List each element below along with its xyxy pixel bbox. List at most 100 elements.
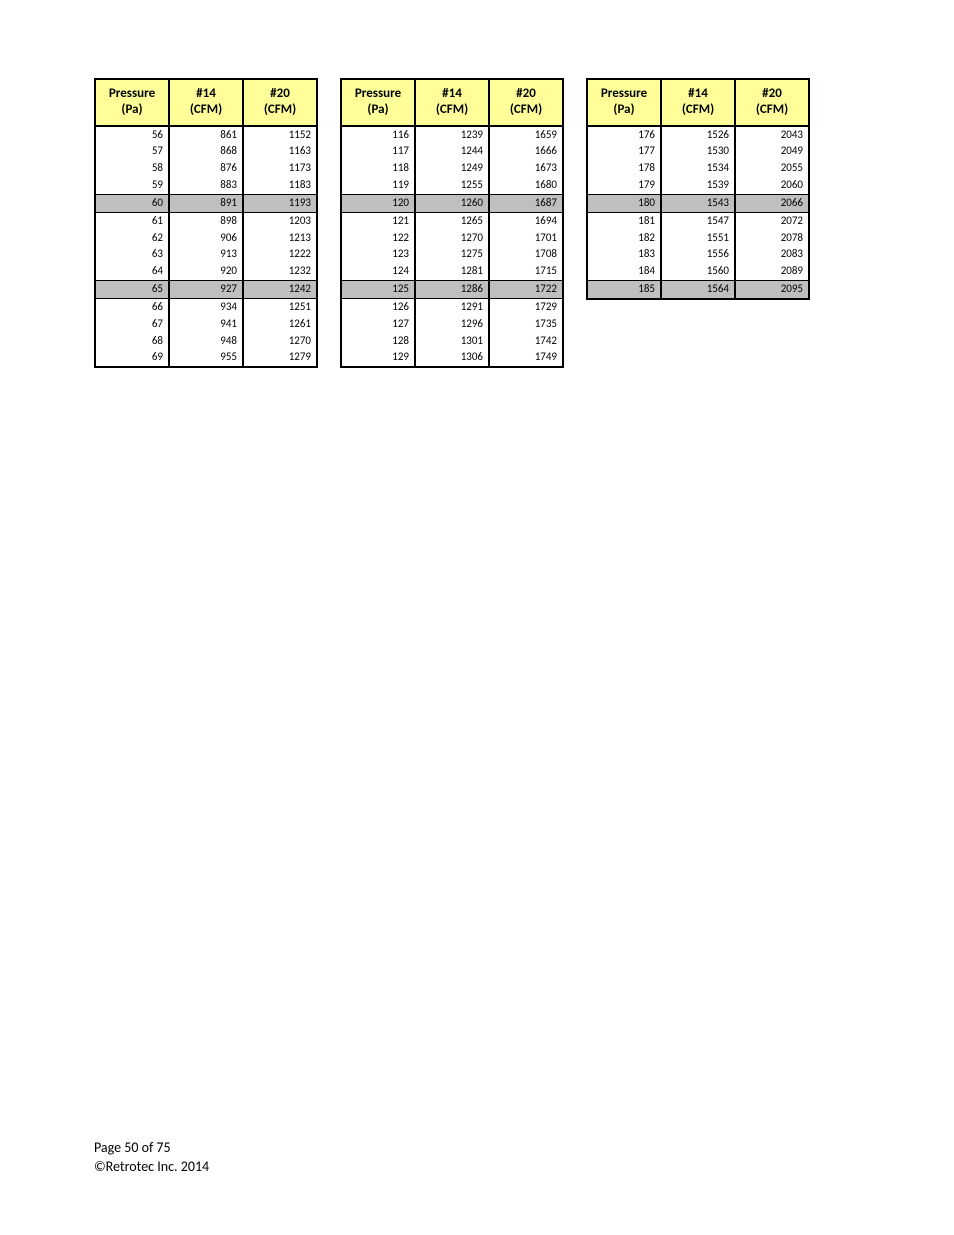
table-row: 588761173: [95, 160, 317, 177]
table-row: 18515642095: [587, 281, 809, 299]
table-cell: 67: [95, 316, 169, 333]
table-cell: 181: [587, 212, 661, 229]
table-cell: 1715: [489, 263, 563, 280]
table-cell: 126: [341, 298, 415, 315]
table-cell: 1270: [243, 333, 317, 350]
column-header: Pressure(Pa): [587, 79, 661, 126]
column-header: #20(CFM): [243, 79, 317, 126]
table-row: 618981203: [95, 212, 317, 229]
table-cell: 117: [341, 143, 415, 160]
tables-container: Pressure(Pa)#14(CFM)#20(CFM)568611152578…: [0, 0, 954, 368]
table-row: 17915392060: [587, 177, 809, 194]
table-cell: 1742: [489, 333, 563, 350]
table-cell: 934: [169, 298, 243, 315]
table-row: 18115472072: [587, 212, 809, 229]
table-cell: 2072: [735, 212, 809, 229]
table-cell: 1296: [415, 316, 489, 333]
table-cell: 125: [341, 281, 415, 299]
table-row: 578681163: [95, 143, 317, 160]
table-row: 12112651694: [341, 212, 563, 229]
column-header-line: (CFM): [682, 102, 714, 117]
table-cell: 123: [341, 246, 415, 263]
table-cell: 176: [587, 126, 661, 144]
column-header: #14(CFM): [415, 79, 489, 126]
table-cell: 1203: [243, 212, 317, 229]
table-cell: 177: [587, 143, 661, 160]
data-table-2: Pressure(Pa)#14(CFM)#20(CFM)176152620431…: [586, 78, 810, 300]
page-number: Page 50 of 75: [94, 1139, 209, 1158]
table-row: 639131222: [95, 246, 317, 263]
table-cell: 1729: [489, 298, 563, 315]
table-cell: 941: [169, 316, 243, 333]
column-header-line: (CFM): [264, 102, 296, 117]
table-cell: 1163: [243, 143, 317, 160]
column-header: Pressure(Pa): [341, 79, 415, 126]
table-cell: 920: [169, 263, 243, 280]
table-cell: 876: [169, 160, 243, 177]
table-cell: 1265: [415, 212, 489, 229]
table-cell: 2078: [735, 230, 809, 247]
table-row: 659271242: [95, 281, 317, 299]
column-header-line: #14: [442, 86, 462, 101]
table-cell: 63: [95, 246, 169, 263]
table-cell: 1666: [489, 143, 563, 160]
table-cell: 2043: [735, 126, 809, 144]
table-row: 669341251: [95, 298, 317, 315]
table-cell: 906: [169, 230, 243, 247]
table-cell: 121: [341, 212, 415, 229]
table-cell: 69: [95, 349, 169, 367]
table-cell: 898: [169, 212, 243, 229]
column-header: Pressure(Pa): [95, 79, 169, 126]
column-header: #14(CFM): [661, 79, 735, 126]
data-table-1: Pressure(Pa)#14(CFM)#20(CFM)116123916591…: [340, 78, 564, 368]
table-cell: 948: [169, 333, 243, 350]
table-row: 598831183: [95, 177, 317, 194]
table-row: 12212701701: [341, 230, 563, 247]
column-header-line: (Pa): [613, 102, 634, 117]
table-cell: 1232: [243, 263, 317, 280]
table-cell: 1242: [243, 281, 317, 299]
table-cell: 1547: [661, 212, 735, 229]
table-cell: 1173: [243, 160, 317, 177]
table-cell: 2095: [735, 281, 809, 299]
table-row: 17615262043: [587, 126, 809, 144]
table-cell: 122: [341, 230, 415, 247]
table-cell: 1543: [661, 194, 735, 212]
table-cell: 1749: [489, 349, 563, 367]
table-cell: 179: [587, 177, 661, 194]
table-cell: 116: [341, 126, 415, 144]
table-cell: 1152: [243, 126, 317, 144]
table-cell: 66: [95, 298, 169, 315]
table-cell: 868: [169, 143, 243, 160]
table-row: 17715302049: [587, 143, 809, 160]
table-row: 11612391659: [341, 126, 563, 144]
table-row: 11812491673: [341, 160, 563, 177]
table-row: 649201232: [95, 263, 317, 280]
table-cell: 913: [169, 246, 243, 263]
table-cell: 2055: [735, 160, 809, 177]
table-cell: 1275: [415, 246, 489, 263]
table-row: 699551279: [95, 349, 317, 367]
table-cell: 1530: [661, 143, 735, 160]
column-header-line: #20: [762, 86, 782, 101]
table-cell: 1564: [661, 281, 735, 299]
table-cell: 119: [341, 177, 415, 194]
table-row: 12612911729: [341, 298, 563, 315]
table-cell: 183: [587, 246, 661, 263]
column-header: #14(CFM): [169, 79, 243, 126]
column-header-line: Pressure: [601, 86, 647, 101]
table-row: 568611152: [95, 126, 317, 144]
table-cell: 178: [587, 160, 661, 177]
table-cell: 1306: [415, 349, 489, 367]
table-cell: 861: [169, 126, 243, 144]
table-cell: 65: [95, 281, 169, 299]
column-header-line: #14: [688, 86, 708, 101]
table-row: 17815342055: [587, 160, 809, 177]
table-cell: 1560: [661, 263, 735, 280]
table-row: 679411261: [95, 316, 317, 333]
table-cell: 883: [169, 177, 243, 194]
column-header-line: #14: [196, 86, 216, 101]
table-cell: 180: [587, 194, 661, 212]
table-cell: 64: [95, 263, 169, 280]
table-cell: 127: [341, 316, 415, 333]
